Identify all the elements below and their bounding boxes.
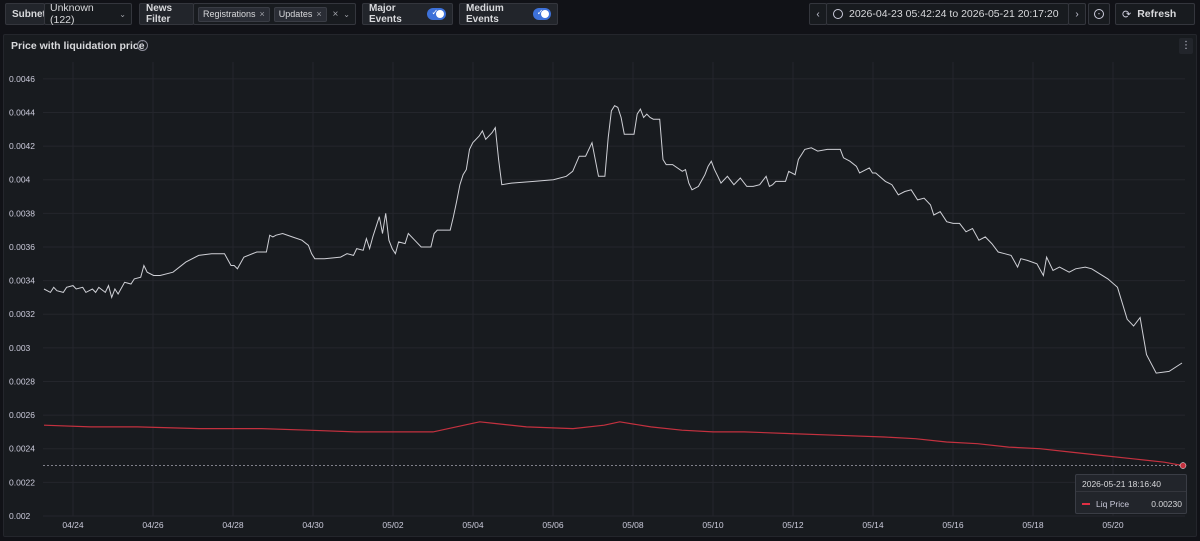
remove-chip-icon[interactable]: × — [259, 9, 265, 19]
clock-icon — [833, 9, 843, 19]
refresh-icon: ⟳ — [1122, 8, 1132, 21]
panel-title: Price with liquidation price — [11, 40, 145, 52]
y-tick-label: 0.0036 — [9, 242, 35, 252]
y-tick-label: 0.004 — [9, 175, 31, 185]
zoom-out-button[interactable]: - — [1088, 3, 1110, 25]
chevron-right-icon: › — [1075, 8, 1079, 20]
time-range-picker[interactable]: 2026-04-23 05:42:24 to 2026-05-21 20:17:… — [826, 3, 1069, 25]
x-tick-label: 04/26 — [142, 520, 164, 530]
y-tick-label: 0.0046 — [9, 74, 35, 84]
x-tick-label: 05/08 — [622, 520, 644, 530]
y-tick-label: 0.0026 — [9, 410, 35, 420]
tooltip-time: 2026-05-21 18:16:40 — [1082, 479, 1161, 489]
price-line — [43, 105, 1183, 374]
y-tick-label: 0.0022 — [9, 477, 35, 487]
y-tick-label: 0.0042 — [9, 141, 35, 151]
clear-icon[interactable]: × — [332, 8, 339, 20]
chart-tooltip: 2026-05-21 18:16:40 Liq Price 0.00230 — [1075, 474, 1187, 514]
x-tick-label: 05/10 — [702, 520, 724, 530]
y-tick-label: 0.0044 — [9, 107, 35, 117]
chevron-down-icon: ⌄ — [343, 9, 350, 19]
liq-price-line — [43, 421, 1184, 467]
x-tick-label: 04/30 — [302, 520, 324, 530]
x-tick-label: 05/02 — [382, 520, 404, 530]
dashboard-toolbar: Subnet Unknown (122) ⌄ News Filter Regis… — [0, 0, 1200, 30]
remove-chip-icon[interactable]: × — [316, 9, 322, 19]
subnet-select-value: Unknown (122) — [50, 2, 94, 26]
y-tick-label: 0.0024 — [9, 444, 35, 454]
news-chip-label: Registrations — [203, 9, 256, 19]
time-range-text: 2026-04-23 05:42:24 to 2026-05-21 20:17:… — [849, 8, 1059, 20]
news-chip-label: Updates — [278, 9, 313, 19]
check-icon: ✓ — [431, 8, 439, 17]
news-filter-select[interactable]: Registrations × Updates × × ⌄ — [193, 3, 356, 25]
tooltip-series-swatch — [1082, 503, 1090, 505]
tooltip-series-name: Liq Price — [1096, 499, 1130, 509]
refresh-label: Refresh — [1137, 8, 1177, 20]
y-tick-label: 0.0038 — [9, 208, 35, 218]
x-tick-label: 04/28 — [222, 520, 244, 530]
x-tick-label: 05/04 — [462, 520, 484, 530]
x-tick-label: 05/18 — [1022, 520, 1044, 530]
y-tick-label: 0.0028 — [9, 376, 35, 386]
tooltip-series-value: 0.00230 — [1151, 499, 1182, 509]
medium-events-toggle-box[interactable]: Medium Events ✓ — [459, 3, 558, 25]
news-filter-label: News Filter — [139, 3, 194, 25]
major-events-label: Major Events — [369, 3, 402, 25]
news-chip[interactable]: Registrations × — [198, 6, 270, 22]
chart-panel: Price with liquidation price i ⋮ — [3, 34, 1197, 537]
y-tick-label: 0.002 — [9, 511, 31, 521]
y-tick-label: 0.003 — [9, 343, 31, 353]
major-events-toggle-box[interactable]: Major Events ✓ — [362, 3, 453, 25]
major-events-toggle[interactable]: ✓ — [427, 8, 446, 20]
x-tick-label: 05/16 — [942, 520, 964, 530]
news-chip[interactable]: Updates × — [273, 6, 327, 22]
more-vertical-icon: ⋮ — [1181, 40, 1191, 51]
zoom-out-icon: - — [1094, 9, 1104, 19]
x-tick-label: 05/14 — [862, 520, 884, 530]
medium-events-toggle[interactable]: ✓ — [532, 8, 551, 20]
x-tick-label: 05/12 — [782, 520, 804, 530]
panel-menu-button[interactable]: ⋮ — [1179, 38, 1193, 54]
y-tick-label: 0.0034 — [9, 276, 35, 286]
x-tick-label: 05/06 — [542, 520, 564, 530]
hover-point — [1179, 462, 1187, 469]
x-tick-label: 05/20 — [1102, 520, 1124, 530]
refresh-button[interactable]: ⟳ Refresh — [1115, 3, 1195, 25]
tooltip-divider — [1076, 491, 1186, 492]
y-tick-label: 0.0032 — [9, 309, 35, 319]
info-icon[interactable]: i — [137, 40, 148, 51]
medium-events-label: Medium Events — [466, 3, 504, 25]
subnet-select[interactable]: Unknown (122) ⌄ — [44, 2, 132, 26]
chevron-left-icon: ‹ — [816, 8, 820, 20]
time-forward-button[interactable]: › — [1068, 3, 1086, 25]
x-tick-label: 04/24 — [62, 520, 84, 530]
chevron-down-icon: ⌄ — [119, 9, 126, 19]
